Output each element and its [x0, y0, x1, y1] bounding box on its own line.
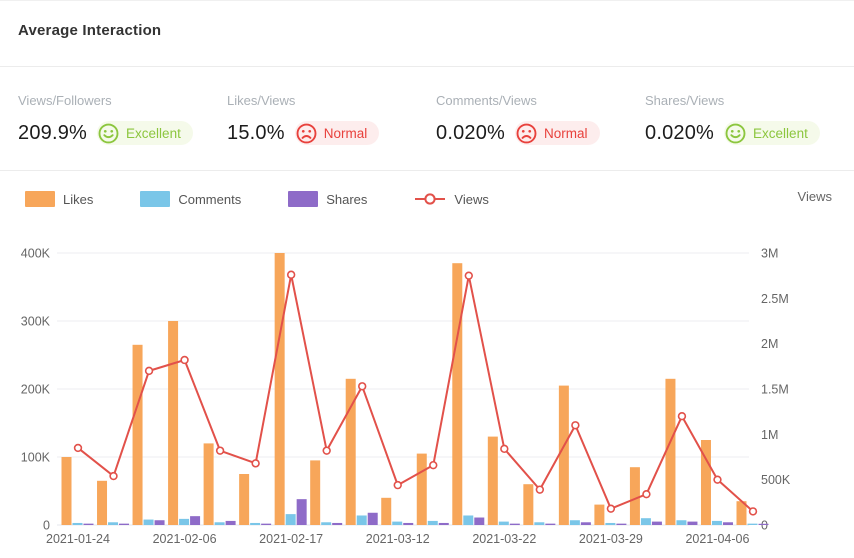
metric-value: 209.9%: [18, 121, 88, 144]
sad-face-icon: [516, 123, 537, 143]
svg-text:2021-03-12: 2021-03-12: [366, 532, 430, 546]
happy-face-icon: [98, 123, 119, 143]
metric-label: Likes/Views: [227, 93, 296, 108]
svg-text:2021-03-29: 2021-03-29: [579, 532, 643, 546]
views-line-marker-icon: [415, 193, 446, 205]
happy-face-icon: [725, 123, 746, 143]
svg-text:2M: 2M: [761, 337, 778, 351]
chart-legend: Likes Comments Shares Views: [25, 191, 536, 207]
metric-value: 0.020%: [436, 121, 506, 144]
chart-canvas[interactable]: 400K300K200K100K03M2.5M2M1.5M1M500K02021…: [0, 231, 854, 558]
metric-value: 15.0%: [227, 121, 285, 144]
svg-text:400K: 400K: [21, 247, 51, 261]
status-badge-label: Excellent: [126, 125, 181, 141]
svg-text:0: 0: [43, 519, 50, 533]
metric-label: Shares/Views: [645, 93, 725, 108]
panel-header: Average Interaction: [0, 1, 854, 67]
legend-item-likes[interactable]: Likes: [25, 191, 93, 207]
svg-text:2021-04-06: 2021-04-06: [685, 532, 749, 546]
shares-swatch: [288, 191, 319, 207]
legend-row: Likes Comments Shares Views Views: [0, 171, 854, 231]
legend-item-shares[interactable]: Shares: [288, 191, 367, 207]
status-badge-label: Normal: [323, 125, 368, 141]
svg-text:2021-01-24: 2021-01-24: [46, 532, 110, 546]
status-badge: Normal: [515, 121, 600, 145]
status-badge-label: Normal: [544, 125, 588, 141]
metric-label: Views/Followers: [18, 93, 112, 108]
interaction-chart[interactable]: 400K 300K 200K 100K 0 3M 2.5M 2M 1.5M 1M 500K 0 2021…: [0, 231, 854, 558]
metric-card-comments-views: Comments/Views 0.020% Normal: [436, 67, 645, 170]
sad-face-icon: [296, 123, 317, 143]
legend-item-comments[interactable]: Comments: [140, 191, 241, 207]
status-badge: Excellent: [97, 121, 193, 145]
metric-value: 0.020%: [645, 121, 715, 144]
svg-text:0: 0: [761, 519, 768, 533]
svg-text:2021-02-06: 2021-02-06: [153, 532, 217, 546]
svg-text:2021-03-22: 2021-03-22: [472, 532, 536, 546]
status-badge-label: Excellent: [753, 125, 808, 141]
likes-swatch: [25, 191, 55, 207]
svg-text:2021-02-17: 2021-02-17: [259, 532, 323, 546]
svg-text:300K: 300K: [21, 315, 51, 329]
metric-card-views-followers: Views/Followers 209.9% Excellent: [18, 67, 227, 170]
svg-text:1.5M: 1.5M: [761, 383, 789, 397]
metric-card-shares-views: Shares/Views 0.020% Excellent: [645, 67, 854, 170]
svg-text:500K: 500K: [761, 473, 791, 487]
legend-label: Likes: [63, 191, 94, 207]
svg-text:3M: 3M: [761, 247, 778, 261]
status-badge: Excellent: [724, 121, 820, 145]
legend-label: Views: [454, 191, 489, 207]
metrics-row: Views/Followers 209.9% Excellent Likes/V…: [0, 67, 854, 171]
comments-swatch: [140, 191, 171, 207]
legend-item-views[interactable]: Views: [414, 191, 489, 207]
svg-text:1M: 1M: [761, 428, 778, 442]
metric-card-likes-views: Likes/Views 15.0% Normal: [227, 67, 436, 170]
svg-text:2.5M: 2.5M: [761, 292, 789, 306]
legend-label: Comments: [178, 191, 242, 207]
status-badge: Normal: [294, 121, 380, 145]
right-axis-title: Views: [797, 189, 832, 204]
metric-label: Comments/Views: [436, 93, 537, 108]
panel-title: Average Interaction: [18, 22, 162, 39]
legend-label: Shares: [326, 191, 368, 207]
svg-text:200K: 200K: [21, 383, 51, 397]
svg-text:100K: 100K: [21, 451, 51, 465]
